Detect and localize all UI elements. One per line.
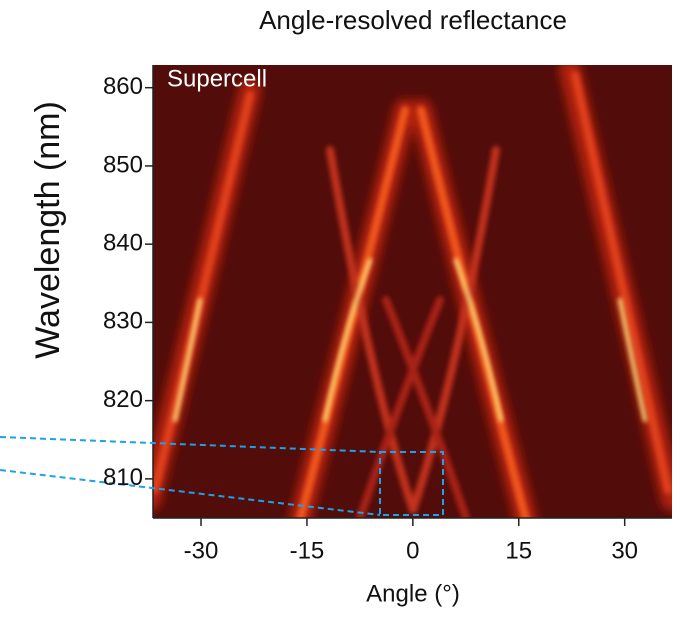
y-tick-label: 860 [103, 73, 143, 100]
y-tick-label: 820 [103, 386, 143, 413]
chart-title: Angle-resolved reflectance [259, 5, 567, 35]
y-tick-label: 840 [103, 230, 143, 257]
x-axis-label: Angle (°) [366, 580, 460, 607]
y-axis-label: Wavelength (nm) [29, 101, 67, 359]
x-tick-label: 0 [406, 537, 419, 564]
connector-line [0, 436, 381, 453]
connector-line [0, 469, 381, 516]
x-tick-label: -30 [184, 537, 219, 564]
heatmap [153, 65, 672, 518]
y-tick-label: 830 [103, 308, 143, 335]
highlight-box [379, 451, 444, 516]
x-tick-label: -15 [290, 537, 325, 564]
x-tick-label: 30 [611, 537, 638, 564]
x-tick-label: 15 [505, 537, 532, 564]
y-tick-label: 810 [103, 464, 143, 491]
y-tick-label: 850 [103, 151, 143, 178]
inset-markers [0, 436, 444, 516]
annotation: Supercell [167, 65, 267, 92]
heatmap-bands [153, 65, 672, 518]
